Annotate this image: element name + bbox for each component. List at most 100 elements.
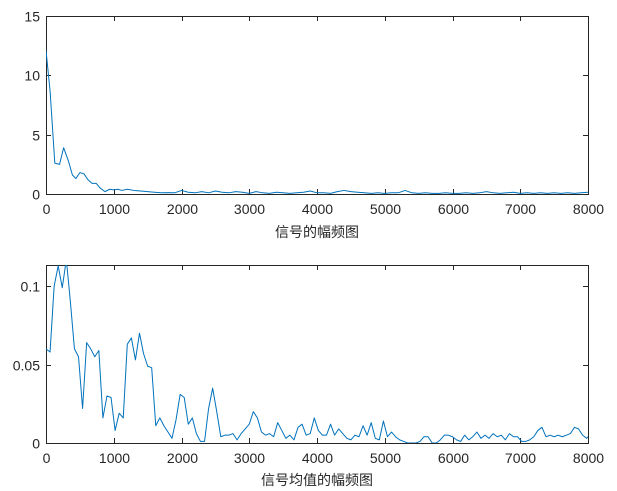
data-point — [357, 192, 358, 193]
data-point — [68, 160, 69, 161]
data-point — [54, 286, 55, 287]
data-point — [403, 441, 404, 442]
y-tick-label: 0 — [32, 187, 40, 203]
data-point — [297, 427, 298, 428]
data-point — [383, 420, 384, 421]
x-axis-label: 信号的幅频图 — [275, 225, 359, 241]
data-point — [415, 442, 416, 443]
x-tick-label: 0 — [43, 450, 51, 466]
data-point — [521, 441, 522, 442]
data-point — [541, 427, 542, 428]
series-line — [46, 50, 588, 194]
data-point — [83, 173, 84, 174]
data-point — [281, 430, 282, 431]
data-point — [194, 192, 195, 193]
series-points — [45, 50, 588, 194]
data-point — [505, 439, 506, 440]
data-point — [587, 192, 588, 193]
data-point — [276, 192, 277, 193]
axes-frame — [46, 265, 589, 444]
data-point — [303, 192, 304, 193]
data-point — [526, 192, 527, 193]
x-tick-label: 1000 — [99, 201, 130, 217]
data-point — [411, 442, 412, 443]
data-point — [371, 422, 372, 423]
data-point — [133, 190, 134, 191]
data-point — [497, 436, 498, 437]
data-point — [444, 435, 445, 436]
data-point — [350, 191, 351, 192]
data-point — [74, 348, 75, 349]
data-point — [529, 439, 530, 440]
data-point — [554, 192, 555, 193]
data-point — [151, 367, 152, 368]
data-point — [235, 191, 236, 192]
data-point — [525, 441, 526, 442]
data-point — [545, 436, 546, 437]
data-point — [587, 436, 588, 437]
data-point — [167, 431, 168, 432]
data-point — [110, 397, 111, 398]
data-point — [371, 193, 372, 194]
series-line — [46, 265, 588, 443]
data-point — [255, 191, 256, 192]
data-point — [45, 50, 46, 51]
data-point — [220, 436, 221, 437]
data-point — [346, 438, 347, 439]
data-point — [367, 435, 368, 436]
x-tick-label: 6000 — [438, 450, 469, 466]
data-point — [330, 193, 331, 194]
data-point — [269, 193, 270, 194]
data-point — [121, 190, 122, 191]
data-point — [301, 424, 302, 425]
x-tick-label: 4000 — [302, 450, 333, 466]
data-point — [432, 442, 433, 443]
data-point — [269, 433, 270, 434]
data-point — [163, 425, 164, 426]
data-point — [224, 435, 225, 436]
data-point — [96, 183, 97, 184]
data-point — [222, 192, 223, 193]
data-point — [174, 192, 175, 193]
data-point — [432, 193, 433, 194]
y-tick-label: 5 — [32, 128, 40, 144]
data-point — [289, 193, 290, 194]
data-point — [249, 424, 250, 425]
data-point — [94, 356, 95, 357]
data-point — [72, 174, 73, 175]
data-point — [533, 193, 534, 194]
data-point — [236, 439, 237, 440]
data-point — [102, 417, 103, 418]
data-point — [90, 348, 91, 349]
x-tick-label: 5000 — [370, 201, 401, 217]
data-point — [560, 193, 561, 194]
data-point — [109, 189, 110, 190]
data-point — [228, 192, 229, 193]
data-point — [574, 427, 575, 428]
data-point — [249, 193, 250, 194]
data-point — [91, 183, 92, 184]
data-point — [440, 439, 441, 440]
data-point — [310, 190, 311, 191]
data-point — [452, 193, 453, 194]
x-tick-label: 8000 — [573, 450, 604, 466]
data-point — [338, 428, 339, 429]
data-point — [488, 438, 489, 439]
data-point — [277, 422, 278, 423]
data-point — [167, 192, 168, 193]
axes-frame — [46, 16, 589, 195]
x-tick-label: 6000 — [438, 201, 469, 217]
data-point — [265, 435, 266, 436]
data-point — [578, 428, 579, 429]
data-point — [184, 397, 185, 398]
data-point — [567, 192, 568, 193]
data-point — [242, 192, 243, 193]
data-point — [143, 353, 144, 354]
x-tick-label: 2000 — [167, 450, 198, 466]
data-point — [75, 178, 76, 179]
data-point — [159, 417, 160, 418]
y-tick-label: 10 — [24, 68, 40, 84]
data-point — [147, 366, 148, 367]
data-point — [188, 424, 189, 425]
x-tick-label: 0 — [43, 201, 51, 217]
